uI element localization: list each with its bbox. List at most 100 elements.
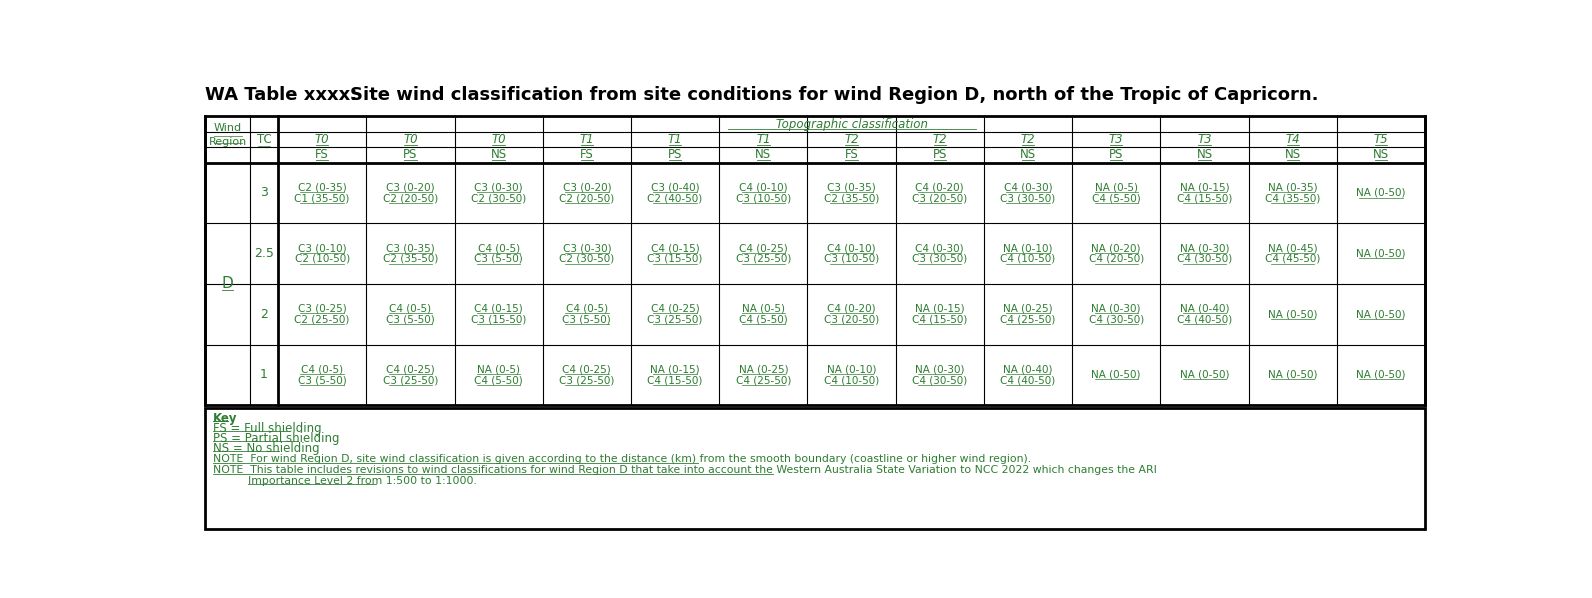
Text: T0: T0 <box>492 133 506 146</box>
Text: T4: T4 <box>1285 133 1301 146</box>
Text: PS: PS <box>933 148 947 161</box>
Text: Wind
Region: Wind Region <box>209 123 247 147</box>
Text: FS: FS <box>579 148 594 161</box>
Text: NA (0-30): NA (0-30) <box>1180 243 1229 253</box>
Text: C2 (10-50): C2 (10-50) <box>295 254 350 264</box>
Text: T1: T1 <box>667 133 683 146</box>
Text: NA (0-50): NA (0-50) <box>1092 370 1141 380</box>
Text: C3 (10-50): C3 (10-50) <box>825 254 879 264</box>
Text: FS = Full shielding: FS = Full shielding <box>213 422 322 435</box>
Text: C4 (25-50): C4 (25-50) <box>1000 315 1055 325</box>
Text: 3: 3 <box>259 187 267 200</box>
Text: C3 (0-25): C3 (0-25) <box>298 304 347 314</box>
Text: C3 (5-50): C3 (5-50) <box>385 315 435 325</box>
Text: C4 (0-30): C4 (0-30) <box>915 243 965 253</box>
Text: NS: NS <box>1372 148 1388 161</box>
Text: NA (0-5): NA (0-5) <box>478 364 521 374</box>
Text: C4 (5-50): C4 (5-50) <box>474 375 524 385</box>
Text: C2 (30-50): C2 (30-50) <box>471 193 527 203</box>
Text: T0: T0 <box>315 133 330 146</box>
Text: NA (0-25): NA (0-25) <box>1003 304 1052 314</box>
Text: NS: NS <box>490 148 506 161</box>
Text: C4 (40-50): C4 (40-50) <box>1176 315 1232 325</box>
Text: WA Table xxxx:: WA Table xxxx: <box>205 86 358 103</box>
Text: NS: NS <box>1285 148 1301 161</box>
Text: NA (0-5): NA (0-5) <box>1095 182 1138 193</box>
Text: C3 (0-35): C3 (0-35) <box>385 243 435 253</box>
Text: C2 (20-50): C2 (20-50) <box>559 193 615 203</box>
Text: C3 (0-20): C3 (0-20) <box>387 182 435 193</box>
Text: C4 (0-15): C4 (0-15) <box>474 304 524 314</box>
Text: C4 (5-50): C4 (5-50) <box>1092 193 1140 203</box>
Text: Topographic classification: Topographic classification <box>775 118 928 130</box>
Text: C3 (5-50): C3 (5-50) <box>562 315 611 325</box>
Text: C3 (25-50): C3 (25-50) <box>648 315 702 325</box>
Text: 2: 2 <box>259 308 267 321</box>
Text: Site wind classification from site conditions for wind Region D, north of the Tr: Site wind classification from site condi… <box>350 86 1318 103</box>
Text: T2: T2 <box>933 133 947 146</box>
Text: C4 (30-50): C4 (30-50) <box>1089 315 1145 325</box>
Text: NA (0-40): NA (0-40) <box>1180 304 1229 314</box>
Text: C4 (0-25): C4 (0-25) <box>739 243 788 253</box>
Text: C4 (15-50): C4 (15-50) <box>1176 193 1232 203</box>
Text: NA (0-20): NA (0-20) <box>1092 243 1141 253</box>
Text: NA (0-50): NA (0-50) <box>1356 188 1406 198</box>
Text: C4 (0-25): C4 (0-25) <box>651 304 699 314</box>
Text: C3 (0-30): C3 (0-30) <box>562 243 611 253</box>
Text: C3 (15-50): C3 (15-50) <box>648 254 702 264</box>
Text: NA (0-5): NA (0-5) <box>742 304 785 314</box>
Text: TC: TC <box>256 133 272 146</box>
Text: NA (0-15): NA (0-15) <box>1180 182 1229 193</box>
Text: C3 (0-30): C3 (0-30) <box>474 182 522 193</box>
Text: NA (0-45): NA (0-45) <box>1267 243 1318 253</box>
Text: C4 (10-50): C4 (10-50) <box>825 375 879 385</box>
Text: C4 (45-50): C4 (45-50) <box>1266 254 1320 264</box>
Text: C2 (30-50): C2 (30-50) <box>559 254 615 264</box>
Text: T5: T5 <box>1374 133 1388 146</box>
Text: C3 (25-50): C3 (25-50) <box>736 254 791 264</box>
Text: C2 (20-50): C2 (20-50) <box>382 193 438 203</box>
Text: C4 (0-10): C4 (0-10) <box>828 243 876 253</box>
Text: Key: Key <box>213 412 237 425</box>
Text: C4 (25-50): C4 (25-50) <box>736 375 791 385</box>
Text: NA (0-15): NA (0-15) <box>650 364 700 374</box>
Text: C3 (10-50): C3 (10-50) <box>736 193 791 203</box>
Text: C4 (0-25): C4 (0-25) <box>385 364 435 374</box>
Text: C4 (0-20): C4 (0-20) <box>915 182 965 193</box>
Text: NA (0-10): NA (0-10) <box>826 364 876 374</box>
Text: NS: NS <box>755 148 772 161</box>
Text: T1: T1 <box>756 133 771 146</box>
Text: 1: 1 <box>259 368 267 382</box>
Text: NS: NS <box>1197 148 1213 161</box>
Text: NA (0-10): NA (0-10) <box>1003 243 1052 253</box>
Text: C2 (35-50): C2 (35-50) <box>382 254 438 264</box>
Text: NA (0-30): NA (0-30) <box>915 364 965 374</box>
Text: C4 (40-50): C4 (40-50) <box>1000 375 1055 385</box>
Text: C3 (0-20): C3 (0-20) <box>562 182 611 193</box>
Text: NOTE  This table includes revisions to wind classifications for wind Region D th: NOTE This table includes revisions to wi… <box>213 465 1157 475</box>
Text: NA (0-40): NA (0-40) <box>1003 364 1052 374</box>
Text: C1 (35-50): C1 (35-50) <box>295 193 350 203</box>
Text: C3 (25-50): C3 (25-50) <box>382 375 438 385</box>
Text: C4 (35-50): C4 (35-50) <box>1266 193 1320 203</box>
Text: C4 (0-10): C4 (0-10) <box>739 182 788 193</box>
Text: C3 (0-35): C3 (0-35) <box>828 182 876 193</box>
Text: C4 (30-50): C4 (30-50) <box>912 375 968 385</box>
Text: D: D <box>221 276 234 291</box>
Text: T3: T3 <box>1197 133 1212 146</box>
Text: C4 (15-50): C4 (15-50) <box>648 375 702 385</box>
Text: C4 (5-50): C4 (5-50) <box>739 315 788 325</box>
Text: NA (0-50): NA (0-50) <box>1267 370 1318 380</box>
Text: C3 (5-50): C3 (5-50) <box>474 254 524 264</box>
Text: T0: T0 <box>403 133 417 146</box>
Text: C3 (20-50): C3 (20-50) <box>912 193 968 203</box>
Text: NA (0-15): NA (0-15) <box>915 304 965 314</box>
Text: T1: T1 <box>579 133 594 146</box>
Text: PS: PS <box>1110 148 1124 161</box>
Text: C3 (30-50): C3 (30-50) <box>1000 193 1055 203</box>
Text: FS: FS <box>315 148 330 161</box>
Text: T2: T2 <box>844 133 858 146</box>
Text: C4 (0-5): C4 (0-5) <box>301 364 344 374</box>
Bar <box>205 117 1425 405</box>
Text: C4 (0-20): C4 (0-20) <box>828 304 876 314</box>
